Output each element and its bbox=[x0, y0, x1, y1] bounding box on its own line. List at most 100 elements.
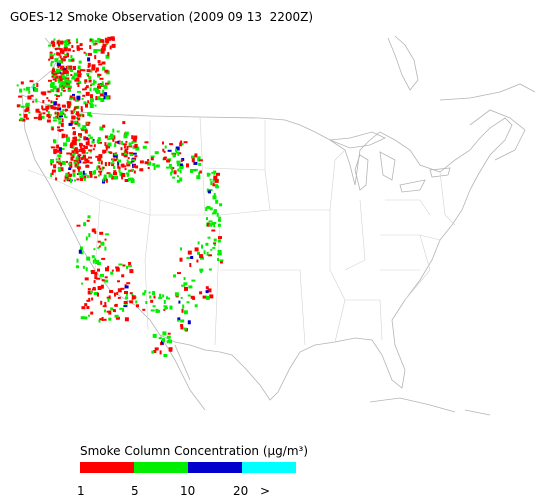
smoke-pixel bbox=[208, 223, 212, 227]
smoke-pixel bbox=[112, 138, 115, 142]
smoke-pixel bbox=[68, 177, 72, 180]
smoke-pixel bbox=[72, 140, 77, 145]
smoke-pixel bbox=[65, 43, 70, 46]
smoke-pixel bbox=[51, 74, 54, 76]
smoke-pixel bbox=[166, 159, 171, 163]
smoke-pixel bbox=[65, 134, 68, 139]
smoke-pixel bbox=[50, 146, 54, 149]
smoke-pixel bbox=[126, 162, 131, 167]
smoke-pixel bbox=[158, 296, 163, 299]
smoke-pixel bbox=[82, 125, 87, 129]
smoke-pixel bbox=[71, 59, 75, 62]
smoke-pixel bbox=[70, 69, 74, 72]
smoke-pixel bbox=[97, 85, 101, 89]
smoke-pixel bbox=[97, 240, 101, 243]
smoke-pixel bbox=[213, 243, 216, 246]
smoke-pixel bbox=[206, 251, 209, 256]
smoke-pixel bbox=[190, 169, 193, 173]
smoke-pixel bbox=[193, 168, 198, 171]
smoke-pixel bbox=[108, 137, 112, 140]
smoke-pixel bbox=[85, 85, 89, 89]
smoke-pixel bbox=[123, 134, 128, 139]
smoke-pixel bbox=[111, 37, 115, 41]
smoke-pixel bbox=[122, 264, 126, 267]
smoke-pixel bbox=[186, 163, 189, 168]
smoke-pixel bbox=[77, 168, 80, 173]
smoke-pixel bbox=[50, 100, 53, 104]
smoke-pixel bbox=[176, 160, 181, 164]
smoke-pixel bbox=[124, 291, 128, 294]
smoke-pixel bbox=[100, 160, 103, 165]
smoke-pixel bbox=[87, 62, 91, 67]
smoke-pixel bbox=[93, 248, 96, 251]
smoke-pixel bbox=[88, 156, 92, 159]
smoke-pixel bbox=[80, 157, 84, 161]
smoke-pixel bbox=[48, 58, 51, 61]
smoke-pixel bbox=[84, 129, 88, 134]
smoke-pixel bbox=[93, 49, 98, 53]
smoke-pixel bbox=[98, 319, 101, 323]
legend-title: Smoke Column Concentration (μg/m³) bbox=[80, 444, 308, 458]
smoke-pixel bbox=[132, 152, 137, 155]
smoke-pixel bbox=[97, 96, 101, 101]
smoke-pixel bbox=[158, 337, 162, 340]
smoke-pixel bbox=[169, 348, 173, 352]
smoke-pixel bbox=[60, 122, 64, 127]
smoke-pixel bbox=[142, 292, 146, 296]
smoke-pixel bbox=[71, 144, 75, 149]
smoke-pixel bbox=[65, 178, 68, 181]
smoke-pixel bbox=[127, 264, 132, 267]
smoke-pixel bbox=[154, 347, 159, 351]
smoke-pixel bbox=[85, 236, 88, 241]
smoke-pixel bbox=[131, 295, 136, 300]
smoke-pixel bbox=[58, 112, 63, 116]
smoke-pixel bbox=[113, 155, 118, 158]
smoke-pixel bbox=[59, 129, 62, 132]
smoke-pixel bbox=[218, 218, 221, 222]
smoke-pixel bbox=[183, 282, 188, 286]
smoke-pixel bbox=[94, 55, 97, 60]
smoke-pixel bbox=[100, 284, 104, 289]
smoke-pixel bbox=[132, 164, 136, 168]
smoke-pixel bbox=[92, 228, 96, 233]
smoke-pixel bbox=[172, 176, 176, 179]
smoke-pixel bbox=[205, 242, 209, 246]
smoke-pixel bbox=[96, 49, 101, 52]
smoke-pixel bbox=[62, 133, 66, 138]
smoke-pixel bbox=[77, 161, 80, 165]
smoke-pixel bbox=[98, 170, 103, 173]
smoke-pixel bbox=[47, 110, 50, 114]
smoke-pixel bbox=[131, 293, 134, 296]
smoke-pixel bbox=[187, 250, 192, 255]
smoke-pixel bbox=[108, 310, 112, 315]
smoke-pixel bbox=[58, 160, 62, 163]
smoke-pixel bbox=[83, 178, 86, 181]
smoke-pixel bbox=[183, 141, 188, 144]
smoke-pixel bbox=[144, 161, 149, 165]
smoke-pixel bbox=[100, 241, 105, 246]
smoke-pixel bbox=[211, 171, 214, 174]
smoke-pixel bbox=[164, 307, 168, 310]
smoke-pixel bbox=[213, 192, 216, 197]
smoke-pixel bbox=[97, 157, 101, 161]
smoke-pixel bbox=[96, 262, 101, 265]
smoke-pixel bbox=[25, 117, 29, 120]
smoke-pixel bbox=[154, 350, 157, 353]
smoke-pixel bbox=[194, 153, 198, 158]
smoke-pixel bbox=[106, 172, 111, 175]
smoke-pixel bbox=[183, 277, 186, 281]
smoke-pixel bbox=[89, 104, 94, 108]
smoke-pixel bbox=[187, 320, 191, 325]
smoke-pixel bbox=[103, 84, 108, 89]
smoke-pixel bbox=[124, 148, 128, 153]
smoke-pixel bbox=[53, 146, 56, 149]
smoke-pixel bbox=[46, 119, 51, 123]
smoke-pixel bbox=[174, 292, 179, 297]
smoke-pixel bbox=[103, 318, 107, 321]
smoke-pixel bbox=[163, 305, 168, 308]
smoke-pixel bbox=[134, 144, 138, 148]
smoke-pixel bbox=[177, 175, 179, 178]
smoke-pixel bbox=[129, 292, 133, 295]
smoke-pixel bbox=[63, 56, 68, 59]
smoke-pixel bbox=[78, 148, 81, 152]
